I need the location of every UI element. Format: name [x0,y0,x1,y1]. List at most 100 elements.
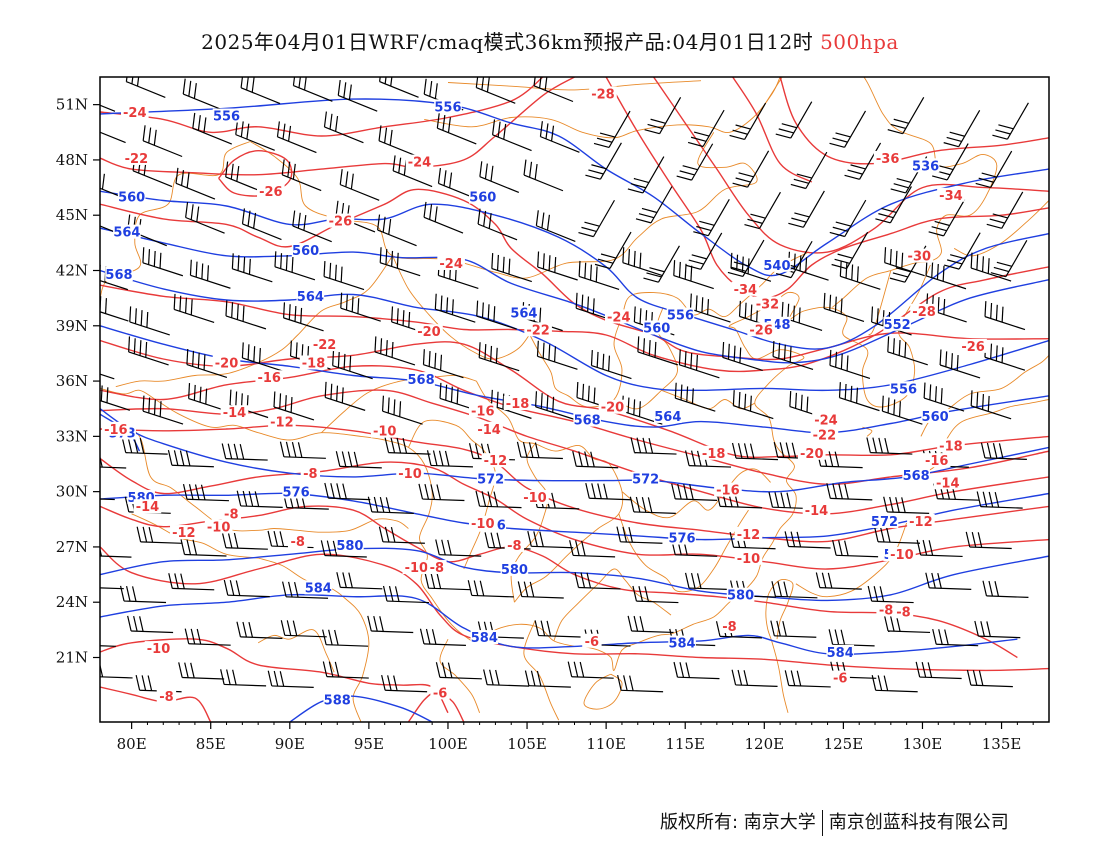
wind-barb [722,341,763,372]
wind-barb [100,115,126,144]
contour-label: -10 [373,425,397,440]
wind-barb [729,102,767,141]
contour-label: -26 [329,215,353,230]
contour-label: -10 [398,467,422,482]
coastline-segment [582,264,931,671]
wind-barb [925,572,972,590]
contour-label: -6 [833,672,847,687]
wind-barb [475,77,516,104]
contour-label: -20 [601,401,625,416]
wind-barb [223,579,270,598]
wind-barb [768,491,815,510]
wind-barb [839,260,881,290]
contour-label: -10 [147,642,171,657]
wind-barb [535,391,576,421]
contour-label: 576 [283,485,310,500]
wind-barb [915,661,962,680]
contour-label: -16 [104,423,128,438]
contour-label: -24 [814,414,838,429]
wind-barb [192,112,232,145]
wind-barb [282,581,329,599]
coastline-segment [131,513,259,559]
contour-label: -14 [936,476,960,491]
contour-label: -24 [408,156,432,171]
map-axes: 80E 85E 90E 95E 100E 105E 110E 115E 120E 125E 130E… [56,96,1034,753]
wind-barb [815,572,862,590]
contour-label: 536 [912,159,939,174]
wind-barb [617,675,664,693]
wind-barb [221,532,268,550]
wind-barb [267,670,314,688]
coastline-segment [765,579,794,713]
wind-barb [377,214,417,247]
wind-barb [535,210,576,243]
wind-barb [477,208,518,241]
wind-barb [674,382,716,412]
wind-barb [887,336,928,366]
coastline-segment [953,200,1049,257]
wind-barb [382,585,429,604]
contour-label: -10 [737,552,761,567]
wind-barb [923,382,965,412]
contour-label: -18 [702,447,726,462]
wind-barb [943,109,981,148]
wind-barb [928,199,966,237]
wind-barb [844,142,882,180]
wind-barb [189,259,231,289]
wind-barb [435,662,482,680]
wind-barb [772,340,814,371]
wind-barb [323,111,364,144]
contour-label: -16 [716,484,740,499]
wind-barb [770,620,817,638]
wind-barb [873,526,921,544]
coastline-segment [392,255,536,360]
wind-barb [279,441,326,459]
wind-barb [100,454,127,469]
wind-barb [828,629,875,647]
wind-barb [225,300,267,330]
contour-label: -20 [800,447,824,462]
x-tick-label: 125E [824,735,864,753]
wind-barb [676,143,714,181]
contour-label: -36 [876,152,900,167]
wind-barb [136,526,183,544]
wind-barb [616,526,663,544]
contour-label: -26 [961,340,985,355]
wind-barb [838,382,880,412]
wind-barb [423,201,464,234]
contour-label: 588 [324,694,351,709]
contour-label: -12 [909,515,933,530]
wind-barb [524,670,571,688]
wind-barb [125,77,166,98]
wind-barb [875,186,912,224]
wind-barb [578,199,615,238]
height-contour-line [100,492,1049,541]
wind-barb [866,437,913,455]
wind-barb [585,482,632,501]
wind-barb [292,210,332,243]
wind-barb [184,628,231,646]
wind-barb [241,342,283,372]
wind-barb [678,349,720,379]
wind-barb [475,490,522,509]
wind-barb [127,615,174,634]
wind-barb [180,539,227,557]
contour-label: -10 [523,491,547,506]
wind-barb [871,675,918,693]
contour-label: -16 [471,404,495,419]
x-tick-label: 105E [507,735,547,753]
wind-barb [491,253,532,283]
wind-barb [829,199,867,238]
wind-barb [367,496,414,514]
temperature-contour-line [100,686,212,722]
coastline-segment [553,568,672,642]
wind-barb [422,349,464,379]
wind-barb [784,670,831,688]
wind-barb [100,645,116,647]
contour-label: -16 [925,454,949,469]
wind-barb [367,615,414,634]
wind-barb [569,540,616,558]
contour-label: 568 [408,373,435,388]
temperature-contour-line [100,188,1049,361]
